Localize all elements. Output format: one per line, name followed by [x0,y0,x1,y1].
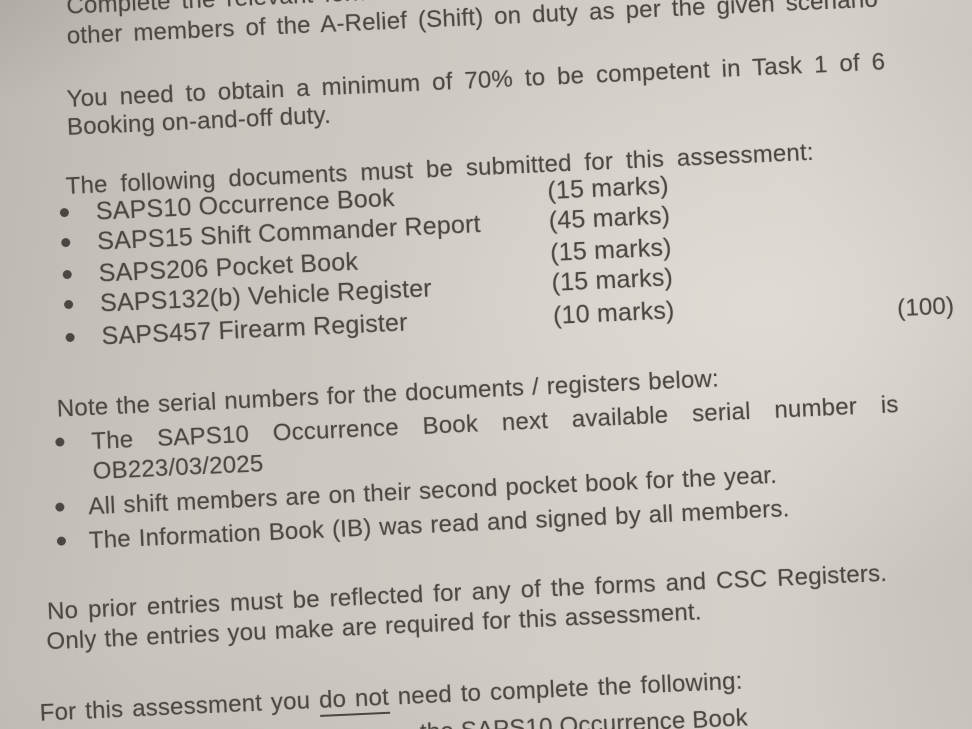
serial-number-line: OB223/03/2025 [92,450,264,486]
bullet-icon [61,238,71,248]
final-instruction-suffix: need to complete the following: [388,667,744,711]
bullet-icon [59,208,70,218]
document-marks: (45 marks) [548,201,671,235]
document-marks: (10 marks) [552,296,676,330]
document-marks: (15 marks) [546,171,670,205]
document-marks: (15 marks) [549,233,673,267]
bullet-icon [62,270,72,280]
bullet-icon [63,300,74,310]
do-not-underline: do not [318,683,390,717]
final-instruction-prefix: For this assessment you [39,686,320,727]
requirement-line-1: You need to obtain a minimum of 70% to b… [66,48,886,113]
bullet-icon [55,502,65,512]
total-marks: (100) [896,292,955,323]
clipped-bottom-line: the SAPS10 Occurrence Book [419,704,749,729]
document-marks: (15 marks) [550,263,674,297]
bullet-icon [65,333,75,343]
bullet-icon [55,437,65,447]
bullet-icon [56,536,67,546]
